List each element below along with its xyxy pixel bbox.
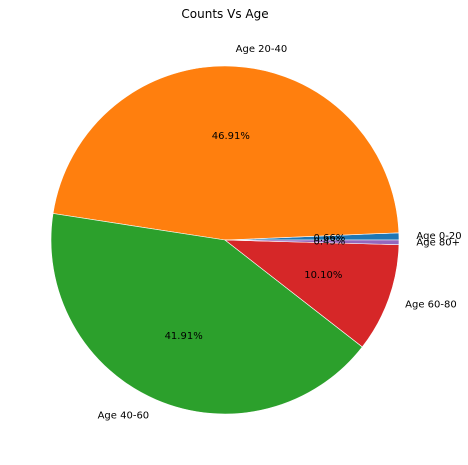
percent-label-age-80: 0.43% (313, 236, 345, 247)
pie-slice-age-80 (224, 239, 400, 246)
pie-labels: Age 0-20 0.66% Age 20-40 46.91% Age 40-60 41.… (98, 44, 462, 422)
slice-label-age-60-80: Age 60-80 (405, 300, 457, 311)
pie-slice-age-40-60 (50, 213, 363, 415)
pie-slices (50, 65, 400, 415)
pie-slice-age-60-80 (224, 239, 400, 348)
percent-label-age-40-60: 41.91% (165, 331, 203, 342)
chart-title: Counts Vs Age (181, 7, 268, 21)
percent-label-age-20-40: 46.91% (212, 131, 250, 142)
slice-label-age-0-20: Age 0-20 (416, 231, 461, 242)
percent-label-age-0-20: 0.66% (313, 233, 345, 244)
slice-label-age-20-40: Age 20-40 (236, 44, 288, 55)
slice-label-age-80: Age 80+ (416, 238, 460, 249)
slice-label-age-40-60: Age 40-60 (98, 411, 150, 422)
percent-label-age-60-80: 10.10% (304, 270, 342, 281)
pie-slice-age-20-40 (52, 65, 400, 241)
